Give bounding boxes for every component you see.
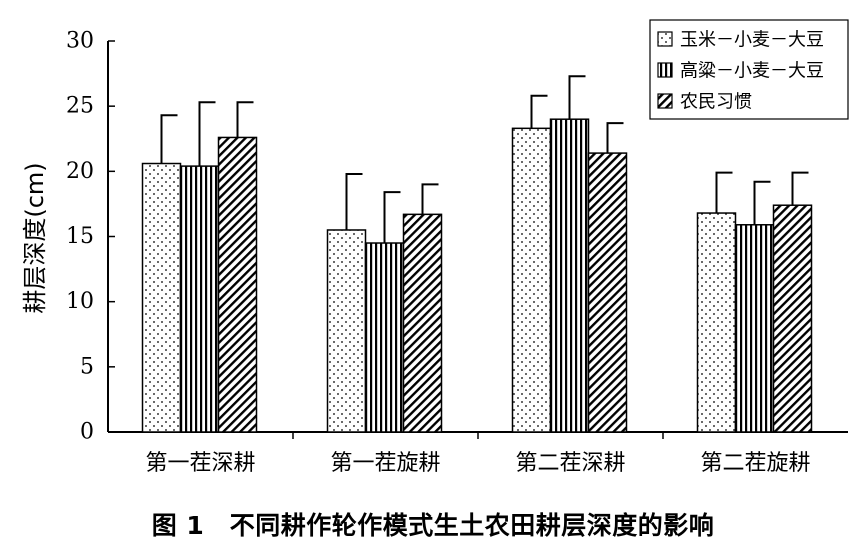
y-tick-label: 0	[80, 420, 94, 445]
legend-swatch	[657, 62, 673, 78]
bar	[326, 229, 367, 433]
bar	[734, 224, 775, 433]
bar	[364, 242, 405, 433]
chart-svg: 0 5 10 15 20 25 30 第一茬深耕 第一茬旋耕 第二茬深耕 第二茬旋耕 玉米－小麦－大豆…	[21, 19, 849, 476]
y-tick-label: 15	[66, 224, 94, 249]
bar	[402, 213, 443, 433]
legend-label: 农民习惯	[680, 92, 752, 113]
bar	[587, 152, 628, 433]
y-tick-label: 30	[66, 29, 94, 54]
figure-caption: 图 1 不同耕作轮作模式生土农田耕层深度的影响	[151, 511, 715, 540]
y-axis-label: 耕层深度(cm)	[21, 162, 49, 313]
legend-box	[649, 19, 849, 120]
y-tick-label: 25	[66, 94, 94, 119]
bar	[549, 118, 590, 433]
bar	[511, 127, 552, 433]
y-tick-label: 10	[66, 289, 94, 314]
bar	[217, 136, 258, 433]
bar	[696, 212, 737, 433]
y-tick-label: 5	[80, 354, 94, 379]
x-tick-label: 第一茬深耕	[145, 451, 255, 476]
y-tick-label: 20	[66, 159, 94, 184]
x-tick-label: 第二茬旋耕	[700, 451, 810, 476]
legend-swatch	[657, 31, 673, 47]
x-tick-label: 第一茬旋耕	[330, 451, 440, 476]
legend-label: 高粱－小麦－大豆	[680, 61, 824, 82]
bar	[179, 165, 220, 433]
bar	[772, 204, 813, 433]
legend-label: 玉米－小麦－大豆	[680, 30, 824, 51]
x-tick-label: 第二茬深耕	[515, 451, 625, 476]
legend-swatch	[657, 93, 673, 109]
plot-area: 0 5 10 15 20 25 30 第一茬深耕 第一茬旋耕 第二茬深耕 第二茬旋耕 玉米－小麦－大豆…	[66, 19, 849, 476]
bar	[141, 162, 182, 433]
